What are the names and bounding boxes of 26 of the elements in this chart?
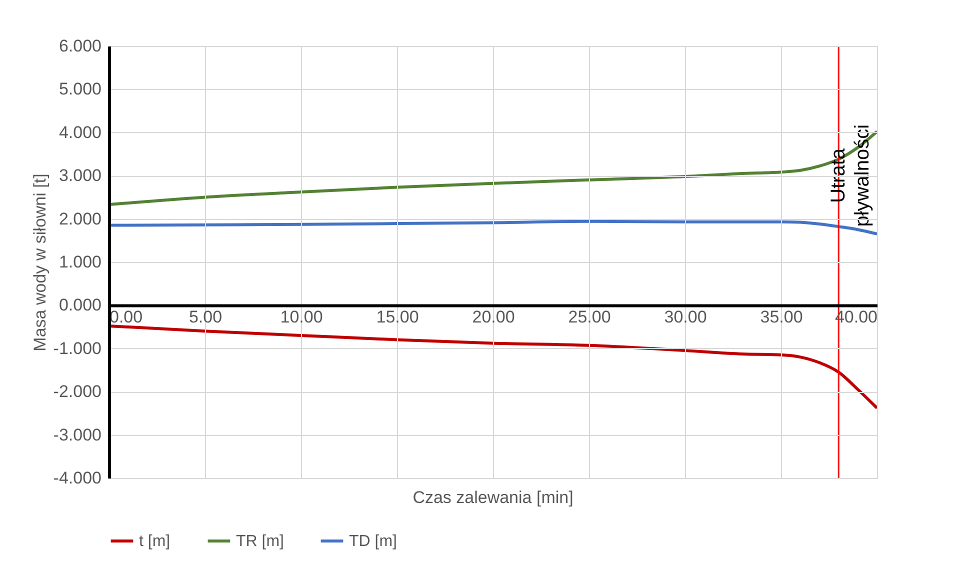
x-tick-label: 35.00 <box>760 308 803 327</box>
y-tick-label: 3.000 <box>58 166 102 186</box>
y-axis-title: Masa wody w siłowni [t] <box>30 174 50 352</box>
x-tick-label: 15.00 <box>376 308 419 327</box>
y-tick-label: 0.000 <box>58 296 102 315</box>
y-tick-label: 4.000 <box>58 122 102 142</box>
y-tick-label: 1.000 <box>58 252 102 272</box>
x-tick-label: 5.00 <box>188 308 222 327</box>
x-tick-label: 25.00 <box>568 308 611 327</box>
legend-label: t [m] <box>139 533 170 550</box>
y-tick-label: -3.000 <box>53 425 102 444</box>
x-tick-label: 30.00 <box>664 308 707 327</box>
x-tick-label: 10.00 <box>280 308 323 327</box>
line-series <box>109 324 877 410</box>
x-axis-title: Czas zalewania [min] <box>412 488 574 507</box>
x-tick-label: 0.00 <box>110 308 143 327</box>
y-tick-label: -4.000 <box>53 468 102 488</box>
y-tick-label: -1.000 <box>53 338 102 358</box>
x-tick-label: 20.00 <box>472 308 515 327</box>
y-tick-label: 5.000 <box>58 80 102 99</box>
y-tick-label: 6.000 <box>58 36 102 56</box>
legend-label: TD [m] <box>349 533 397 550</box>
legend-label: TR [m] <box>236 533 284 550</box>
ref-line-label: Utrata pływalności <box>828 124 874 227</box>
y-tick-label: 2.000 <box>58 209 102 228</box>
y-tick-label: -2.000 <box>53 382 102 402</box>
